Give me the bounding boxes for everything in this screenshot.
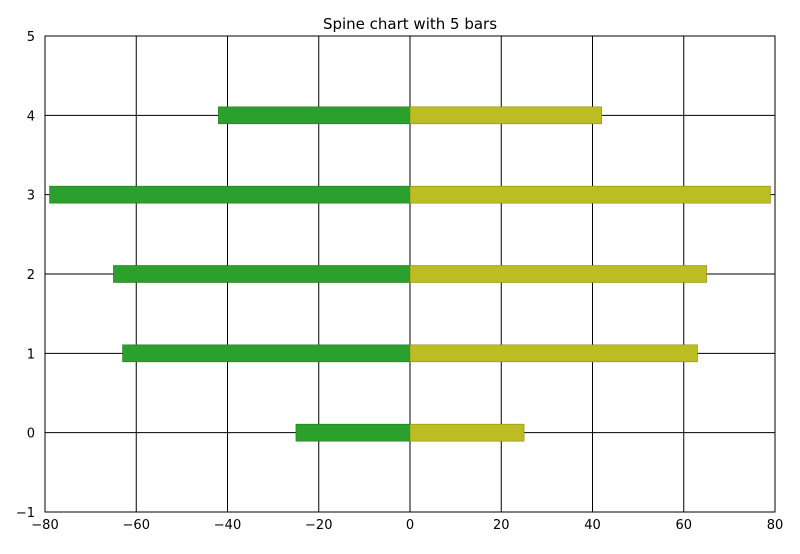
bar-right-4 xyxy=(409,106,602,125)
y-tick-label: −1 xyxy=(16,506,35,521)
x-tick-label: 60 xyxy=(675,518,692,533)
tick-labels: −80 −60 −40 −20 0 20 40 60 80 −1 0 1 2 3 4 5 xyxy=(16,30,783,533)
y-tick-label: 0 xyxy=(27,427,35,442)
x-tick-label: −60 xyxy=(123,518,150,533)
bar-right-3 xyxy=(409,185,771,204)
y-tick-label: 1 xyxy=(27,347,35,362)
x-tick-label: 0 xyxy=(406,518,414,533)
x-tick-label: −20 xyxy=(305,518,332,533)
bars xyxy=(49,106,771,442)
bar-left-0 xyxy=(295,423,411,442)
bar-right-0 xyxy=(409,423,525,442)
x-tick-label: 80 xyxy=(767,518,784,533)
chart-title: Spine chart with 5 bars xyxy=(323,15,497,33)
bar-right-1 xyxy=(409,344,698,363)
bar-left-2 xyxy=(113,265,411,283)
y-tick-label: 3 xyxy=(27,189,35,204)
x-tick-label: −80 xyxy=(31,518,58,533)
bar-left-3 xyxy=(49,185,411,204)
plot-frame xyxy=(44,35,776,513)
bar-right-2 xyxy=(409,265,707,283)
y-tick-label: 4 xyxy=(27,109,35,124)
x-tick-label: 20 xyxy=(493,518,510,533)
x-tick-label: 40 xyxy=(584,518,601,533)
bar-left-1 xyxy=(122,344,411,363)
y-tick-label: 5 xyxy=(27,30,35,45)
bar-left-4 xyxy=(218,106,411,125)
y-tick-label: 2 xyxy=(27,268,35,283)
x-tick-label: −40 xyxy=(214,518,241,533)
